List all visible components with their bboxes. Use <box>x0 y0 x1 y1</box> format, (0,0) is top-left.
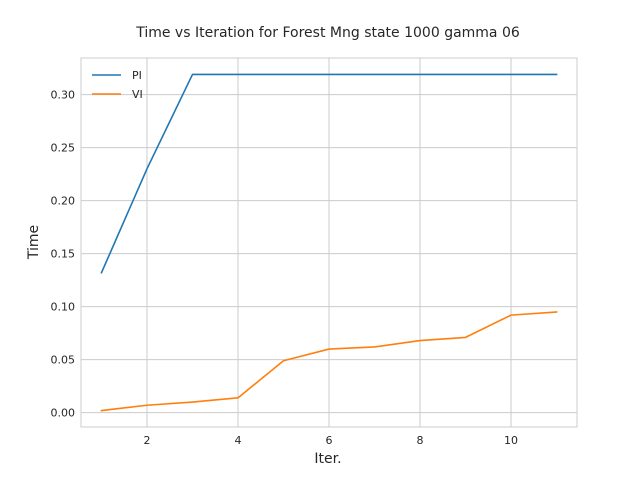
data-point-vi <box>146 405 147 406</box>
x-tick-label: 4 <box>234 434 241 447</box>
data-point-vi <box>192 401 193 402</box>
data-point-vi <box>237 397 238 398</box>
data-point-pi <box>237 74 238 75</box>
data-point-pi <box>374 74 375 75</box>
chart-title: Time vs Iteration for Forest Mng state 1… <box>135 25 520 41</box>
data-point-pi <box>419 74 420 75</box>
legend-label-pi: PI <box>132 69 142 82</box>
y-tick-label: 0.05 <box>51 354 76 367</box>
data-point-vi <box>419 340 420 341</box>
data-point-vi <box>556 311 557 312</box>
data-point-pi <box>283 74 284 75</box>
series-line-pi <box>100 73 558 274</box>
y-tick-label: 0.25 <box>51 142 76 155</box>
y-tick-label: 0.00 <box>51 407 76 420</box>
data-point-pi <box>146 168 147 169</box>
data-point-pi <box>465 74 466 75</box>
series-lines <box>100 73 558 412</box>
data-point-pi <box>192 74 193 75</box>
data-point-pi <box>510 74 511 75</box>
x-axis-label: Iter. <box>314 451 341 467</box>
y-axis-label: Time <box>26 225 42 260</box>
plot-frame <box>80 57 578 428</box>
data-point-vi <box>101 410 102 411</box>
data-point-vi <box>510 315 511 316</box>
y-tick-label: 0.10 <box>51 301 76 314</box>
x-axis-ticks: 2 4 6 8 10 <box>143 434 518 447</box>
data-point-pi <box>101 272 102 273</box>
data-point-vi <box>328 348 329 349</box>
data-point-pi <box>556 74 557 75</box>
x-tick-label: 8 <box>417 434 424 447</box>
data-point-vi <box>283 360 284 361</box>
y-axis-ticks: 0.00 0.05 0.10 0.15 0.20 0.25 0.30 <box>51 89 76 420</box>
data-point-vi <box>465 337 466 338</box>
x-tick-label: 2 <box>143 434 150 447</box>
data-point-pi <box>328 74 329 75</box>
grid-lines <box>81 58 577 427</box>
y-tick-label: 0.20 <box>51 195 76 208</box>
x-tick-label: 6 <box>326 434 333 447</box>
series-line-vi <box>100 311 558 412</box>
y-tick-label: 0.15 <box>51 248 76 261</box>
data-point-vi <box>374 346 375 347</box>
y-tick-label: 0.30 <box>51 89 76 102</box>
x-tick-label: 10 <box>504 434 518 447</box>
legend-label-vi: VI <box>132 88 143 101</box>
legend: PI VI <box>92 69 143 101</box>
